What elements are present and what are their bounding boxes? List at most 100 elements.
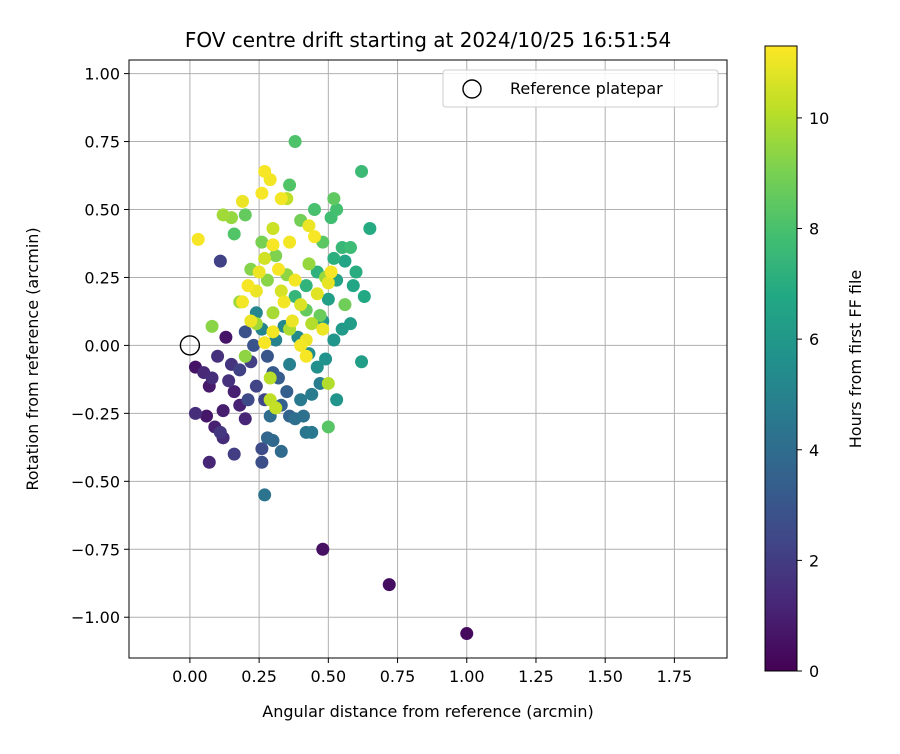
data-point [222, 374, 236, 388]
data-point [382, 578, 396, 592]
data-point [302, 219, 316, 233]
data-point [330, 203, 344, 216]
data-point [258, 488, 272, 502]
data-point [343, 317, 357, 331]
data-point [313, 309, 327, 323]
data-point [305, 317, 319, 331]
data-point [294, 338, 308, 352]
data-point [285, 314, 299, 328]
data-point [296, 409, 310, 423]
data-point [274, 444, 288, 458]
data-point [266, 306, 280, 320]
x-tick-label: 0.50 [311, 667, 347, 686]
data-point [236, 295, 250, 309]
data-point [219, 330, 233, 344]
legend-marker-icon [462, 79, 482, 99]
colorbar-label: Hours from first FF file [846, 270, 865, 449]
data-point [255, 442, 269, 456]
data-point [357, 289, 371, 303]
x-tick-label: 1.50 [587, 667, 623, 686]
data-point [216, 404, 230, 418]
data-point [238, 412, 252, 426]
data-point [307, 203, 321, 216]
data-point [249, 379, 263, 393]
data-point [283, 357, 297, 371]
data-point [330, 393, 344, 407]
data-point [321, 276, 335, 290]
data-point [255, 186, 269, 200]
data-point [241, 279, 255, 293]
x-tick-label: 0.25 [241, 667, 277, 686]
x-tick-label: 0.00 [172, 667, 208, 686]
y-tick-label: 0.25 [84, 268, 120, 287]
data-point [327, 192, 341, 206]
data-point [305, 387, 319, 401]
data-point [227, 447, 241, 461]
data-point [274, 284, 288, 298]
data-point [238, 325, 252, 339]
colorbar-tick-label: 2 [809, 551, 819, 570]
data-point [283, 235, 297, 249]
legend-box [442, 69, 719, 108]
y-axis-ticks: 1.00 0.75 0.50 0.25 0.00 −0.25 −0.50 −0.75 −1.00 [71, 65, 129, 627]
data-point [321, 376, 335, 390]
data-point [460, 627, 474, 641]
data-point [241, 393, 255, 407]
y-tick-label: −0.25 [71, 404, 120, 423]
colorbar-tick-label: 4 [809, 441, 819, 460]
y-tick-label: 0.00 [84, 336, 120, 355]
y-tick-label: −1.00 [71, 608, 120, 627]
data-point [260, 349, 274, 363]
data-point [294, 298, 308, 312]
data-point [255, 455, 269, 469]
data-point [321, 292, 335, 306]
data-point [213, 425, 227, 439]
data-point [200, 409, 214, 423]
data-point [355, 355, 369, 369]
x-tick-label: 1.75 [657, 667, 693, 686]
data-point [266, 238, 280, 252]
data-point [202, 455, 216, 469]
data-point [269, 401, 283, 415]
data-point [263, 371, 277, 385]
data-point [288, 273, 302, 287]
y-tick-label: −0.75 [71, 540, 120, 559]
data-point [343, 241, 357, 255]
y-tick-label: 0.50 [84, 201, 120, 220]
data-point [280, 385, 294, 399]
data-point [255, 235, 269, 249]
data-point [324, 265, 338, 279]
data-point [283, 178, 297, 192]
data-point [299, 349, 313, 363]
data-point [216, 208, 230, 222]
data-point [205, 319, 219, 333]
data-point [310, 360, 324, 374]
data-point [205, 371, 219, 385]
x-axis-label: Angular distance from reference (arcmin) [262, 702, 593, 721]
data-point [302, 257, 316, 271]
data-point [266, 434, 280, 448]
data-point [327, 251, 341, 265]
y-axis-label: Rotation from reference (arcmin) [23, 227, 42, 490]
data-point [305, 425, 319, 439]
data-point [266, 222, 280, 236]
data-point [274, 192, 288, 206]
data-point [258, 164, 272, 178]
x-tick-label: 1.00 [449, 667, 485, 686]
legend: Reference platepar [442, 69, 719, 108]
colorbar-tick-label: 0 [809, 662, 819, 681]
data-point [238, 208, 252, 222]
plot-frame [128, 59, 728, 659]
data-point [294, 393, 308, 407]
data-point [269, 249, 283, 263]
data-point [355, 164, 369, 178]
colorbar-gradient [764, 45, 798, 672]
reference-platepar-marker [179, 335, 201, 356]
data-point [238, 349, 252, 363]
data-point [247, 338, 261, 352]
data-point [252, 265, 266, 279]
colorbar-tick-label: 10 [809, 109, 829, 128]
data-point [227, 385, 241, 399]
